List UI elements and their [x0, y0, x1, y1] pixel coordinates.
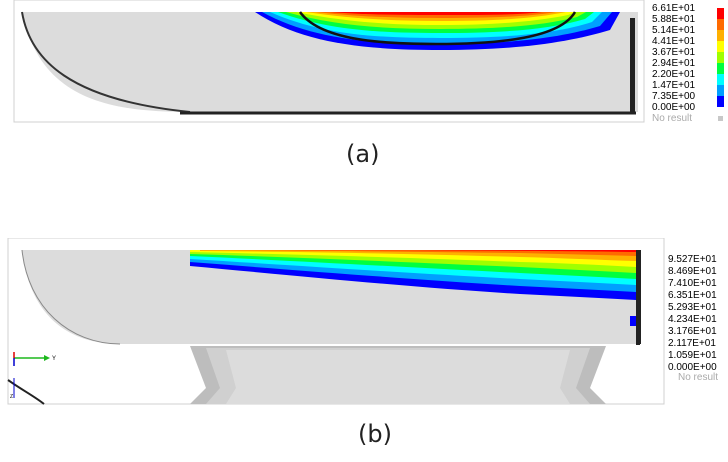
- legend-a-value: 2.20E+01: [652, 69, 696, 80]
- legend-a-no-result-swatch: [718, 116, 723, 121]
- panel-a-right-edge: [630, 18, 635, 112]
- legend-a-swatch: [717, 19, 724, 30]
- legend-b-value: 5.293E+01: [668, 302, 717, 313]
- legend-b-value: 2.117E+01: [668, 338, 716, 349]
- legend-a-swatch: [717, 41, 724, 52]
- legend-b-value: 0.000E+00: [668, 362, 717, 373]
- legend-a-value: 5.14E+01: [652, 25, 696, 36]
- legend-b: 9.527E+01 8.469E+01 7.410E+01 6.351E+01 …: [668, 252, 728, 392]
- panel-b-wheel-corner: [7, 379, 45, 405]
- panel-b-left-edge: [21, 249, 121, 345]
- legend-a-swatch: [717, 74, 724, 85]
- axis-triad-y-label: Y: [52, 356, 56, 362]
- legend-b-value: 9.527E+01: [668, 254, 717, 265]
- legend-a-value: 6.61E+01: [652, 3, 696, 14]
- panel-a-left-edge: [21, 11, 191, 113]
- legend-a: 6.61E+01 5.88E+01 5.14E+01 4.41E+01 3.67…: [652, 2, 726, 182]
- panel-b-right-edge: [636, 250, 641, 344]
- panel-b-contour: [190, 250, 636, 326]
- legend-b-value: 6.351E+01: [668, 290, 717, 301]
- legend-a-swatch: [717, 96, 724, 107]
- legend-b-value: 1.059E+01: [668, 350, 717, 361]
- axis-triad: Y Z: [10, 352, 56, 400]
- legend-a-swatch: [717, 85, 724, 96]
- axis-triad-z-label: Z: [10, 394, 13, 400]
- legend-b-value: 8.469E+01: [668, 266, 717, 277]
- legend-a-swatch: [717, 30, 724, 41]
- legend-a-no-result: No result: [652, 113, 693, 124]
- panel-a-contact-ellipse: [298, 11, 577, 46]
- legend-a-value: 3.67E+01: [652, 47, 696, 58]
- legend-a-value: 5.88E+01: [652, 14, 696, 25]
- panel-a-contour: [255, 12, 620, 50]
- caption-b: (b): [358, 420, 392, 448]
- legend-a-value: 4.41E+01: [652, 36, 696, 47]
- legend-a-value: 2.94E+01: [652, 58, 696, 69]
- panel-b-contour-plot: Y Z: [7, 238, 665, 405]
- caption-a: (a): [346, 140, 380, 168]
- legend-b-value: 7.410E+01: [668, 278, 717, 289]
- legend-b-no-result: No result: [678, 372, 719, 383]
- panel-a-contour-plot: [13, 0, 645, 123]
- legend-a-value: 1.47E+01: [652, 80, 696, 91]
- legend-a-swatch: [717, 52, 724, 63]
- legend-a-swatch: [717, 63, 724, 74]
- legend-b-value: 4.234E+01: [668, 314, 717, 325]
- legend-a-value: 7.35E+00: [652, 91, 696, 102]
- legend-a-swatch: [717, 8, 724, 19]
- legend-a-value: 0.00E+00: [652, 102, 696, 113]
- legend-b-value: 3.176E+01: [668, 326, 717, 337]
